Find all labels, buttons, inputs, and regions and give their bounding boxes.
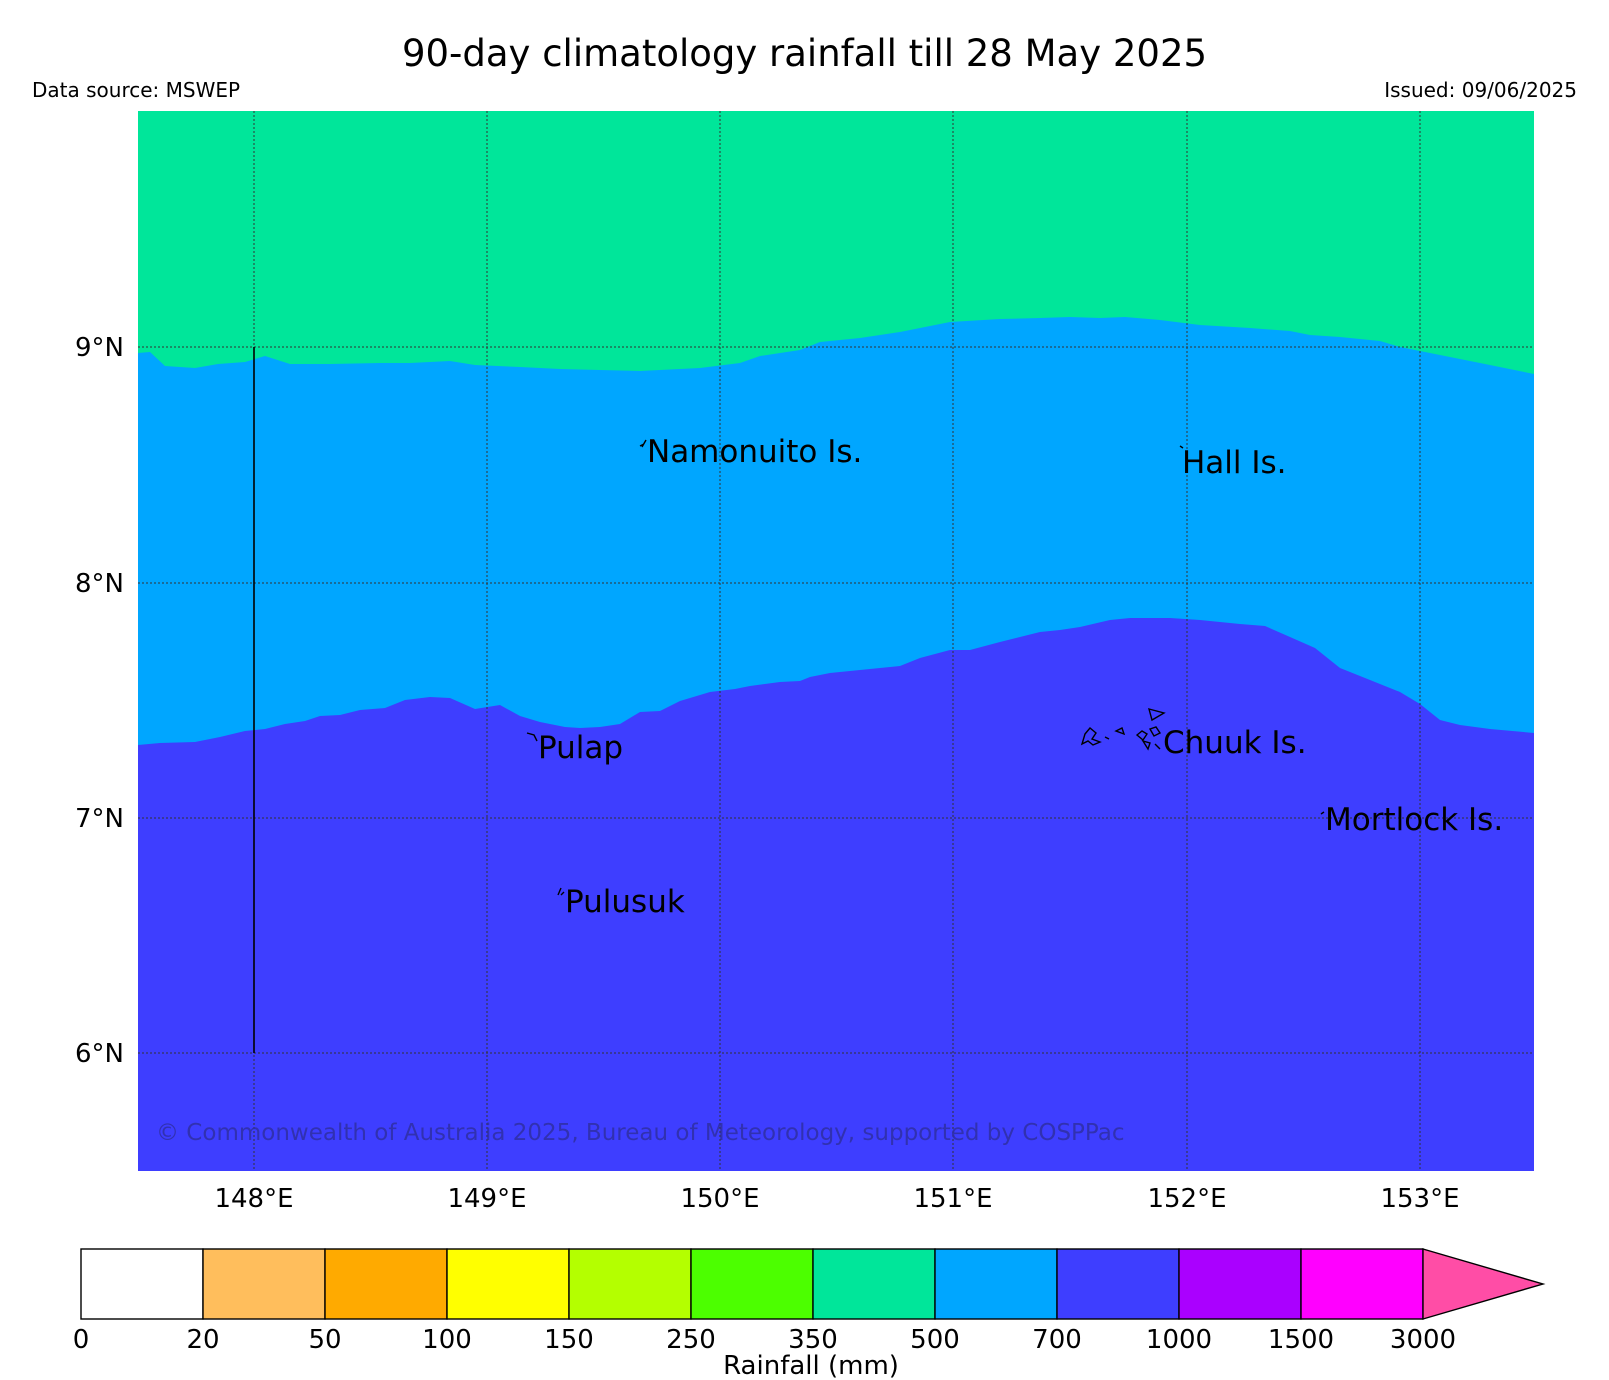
colorbar-swatch-0-20 <box>80 1248 204 1320</box>
colorbar-tick-1000: 1000 <box>1146 1325 1212 1355</box>
place-label-hall: Hall Is. <box>1182 445 1287 481</box>
island-chuuk <box>1080 708 1166 751</box>
lon-label-151e: 151°E <box>913 1184 992 1214</box>
colorbar-tick-250: 250 <box>666 1325 716 1355</box>
colorbar-swatch-350-500 <box>812 1248 936 1320</box>
colorbar-tick-700: 700 <box>1032 1325 1082 1355</box>
lon-label-150e: 150°E <box>680 1184 759 1214</box>
colorbar-swatch-500-700 <box>934 1248 1058 1320</box>
colorbar-swatch-1000-1500 <box>1178 1248 1302 1320</box>
copyright-text: © Commonwealth of Australia 2025, Bureau… <box>156 1120 1125 1146</box>
island-outlines <box>526 439 1325 896</box>
colorbar-tick-350: 350 <box>788 1325 838 1355</box>
colorbar-tick-100: 100 <box>422 1325 472 1355</box>
map-area <box>138 111 1534 1171</box>
colorbar-tick-20: 20 <box>186 1325 219 1355</box>
colorbar-swatch-150-250 <box>568 1248 692 1320</box>
colorbar-tick-150: 150 <box>544 1325 594 1355</box>
colorbar-tick-3000: 3000 <box>1390 1325 1456 1355</box>
colorbar-swatch-100-150 <box>446 1248 570 1320</box>
lat-label-7n: 7°N <box>75 804 124 834</box>
lon-label-153e: 153°E <box>1380 1184 1459 1214</box>
colorbar-tick-50: 50 <box>308 1325 341 1355</box>
place-label-namonuito: Namonuito Is. <box>647 434 862 470</box>
place-label-pulusuk: Pulusuk <box>565 884 685 920</box>
island-pulusuk <box>557 887 565 896</box>
graticule <box>138 111 1534 1171</box>
colorbar-swatch-700-1000 <box>1056 1248 1180 1320</box>
colorbar: 0 20 50 100 150 250 350 500 700 1000 150… <box>73 1248 1546 1380</box>
colorbar-tick-1500: 1500 <box>1268 1325 1334 1355</box>
colorbar-tick-500: 500 <box>910 1325 960 1355</box>
colorbar-extension-arrow <box>1422 1248 1546 1320</box>
colorbar-swatch-250-350 <box>690 1248 814 1320</box>
place-label-mortlock: Mortlock Is. <box>1325 802 1503 838</box>
colorbar-tick-0: 0 <box>73 1325 90 1355</box>
colorbar-label: Rainfall (mm) <box>723 1351 899 1380</box>
lat-label-6n: 6°N <box>75 1039 124 1069</box>
colorbar-swatch-20-50 <box>202 1248 326 1320</box>
map-title: 90-day climatology rainfall till 28 May … <box>401 32 1208 75</box>
data-source-label: Data source: MSWEP <box>32 78 241 102</box>
place-label-chuuk: Chuuk Is. <box>1163 725 1307 761</box>
place-label-pulap: Pulap <box>538 730 623 766</box>
lon-label-148e: 148°E <box>214 1184 293 1214</box>
issued-date-label: Issued: 09/06/2025 <box>1384 78 1577 102</box>
island-pulap <box>526 732 538 742</box>
lat-label-8n: 8°N <box>75 569 124 599</box>
lat-label-9n: 9°N <box>75 333 124 363</box>
colorbar-swatch-50-100 <box>324 1248 448 1320</box>
lon-label-152e: 152°E <box>1147 1184 1226 1214</box>
lon-label-149e: 149°E <box>447 1184 526 1214</box>
island-namonuito <box>639 439 647 448</box>
island-hall <box>1179 445 1184 449</box>
colorbar-swatch-1500-3000 <box>1300 1248 1424 1320</box>
colorbar-swatches <box>80 1248 1546 1320</box>
island-mortlock <box>1320 811 1325 815</box>
